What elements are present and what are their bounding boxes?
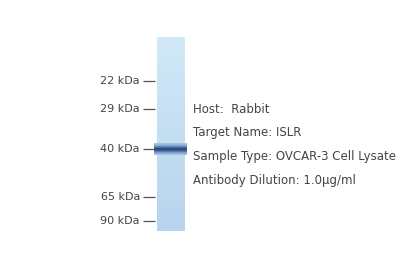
Text: 65 kDa: 65 kDa	[100, 191, 140, 202]
Text: Host:  Rabbit: Host: Rabbit	[193, 103, 269, 116]
Text: Sample Type: OVCAR-3 Cell Lysate: Sample Type: OVCAR-3 Cell Lysate	[193, 150, 396, 163]
Text: Target Name: ISLR: Target Name: ISLR	[193, 126, 301, 139]
Text: 29 kDa: 29 kDa	[100, 104, 140, 114]
Text: Antibody Dilution: 1.0µg/ml: Antibody Dilution: 1.0µg/ml	[193, 174, 356, 187]
Text: 90 kDa: 90 kDa	[100, 216, 140, 226]
Text: 22 kDa: 22 kDa	[100, 76, 140, 87]
Text: 40 kDa: 40 kDa	[100, 144, 140, 154]
